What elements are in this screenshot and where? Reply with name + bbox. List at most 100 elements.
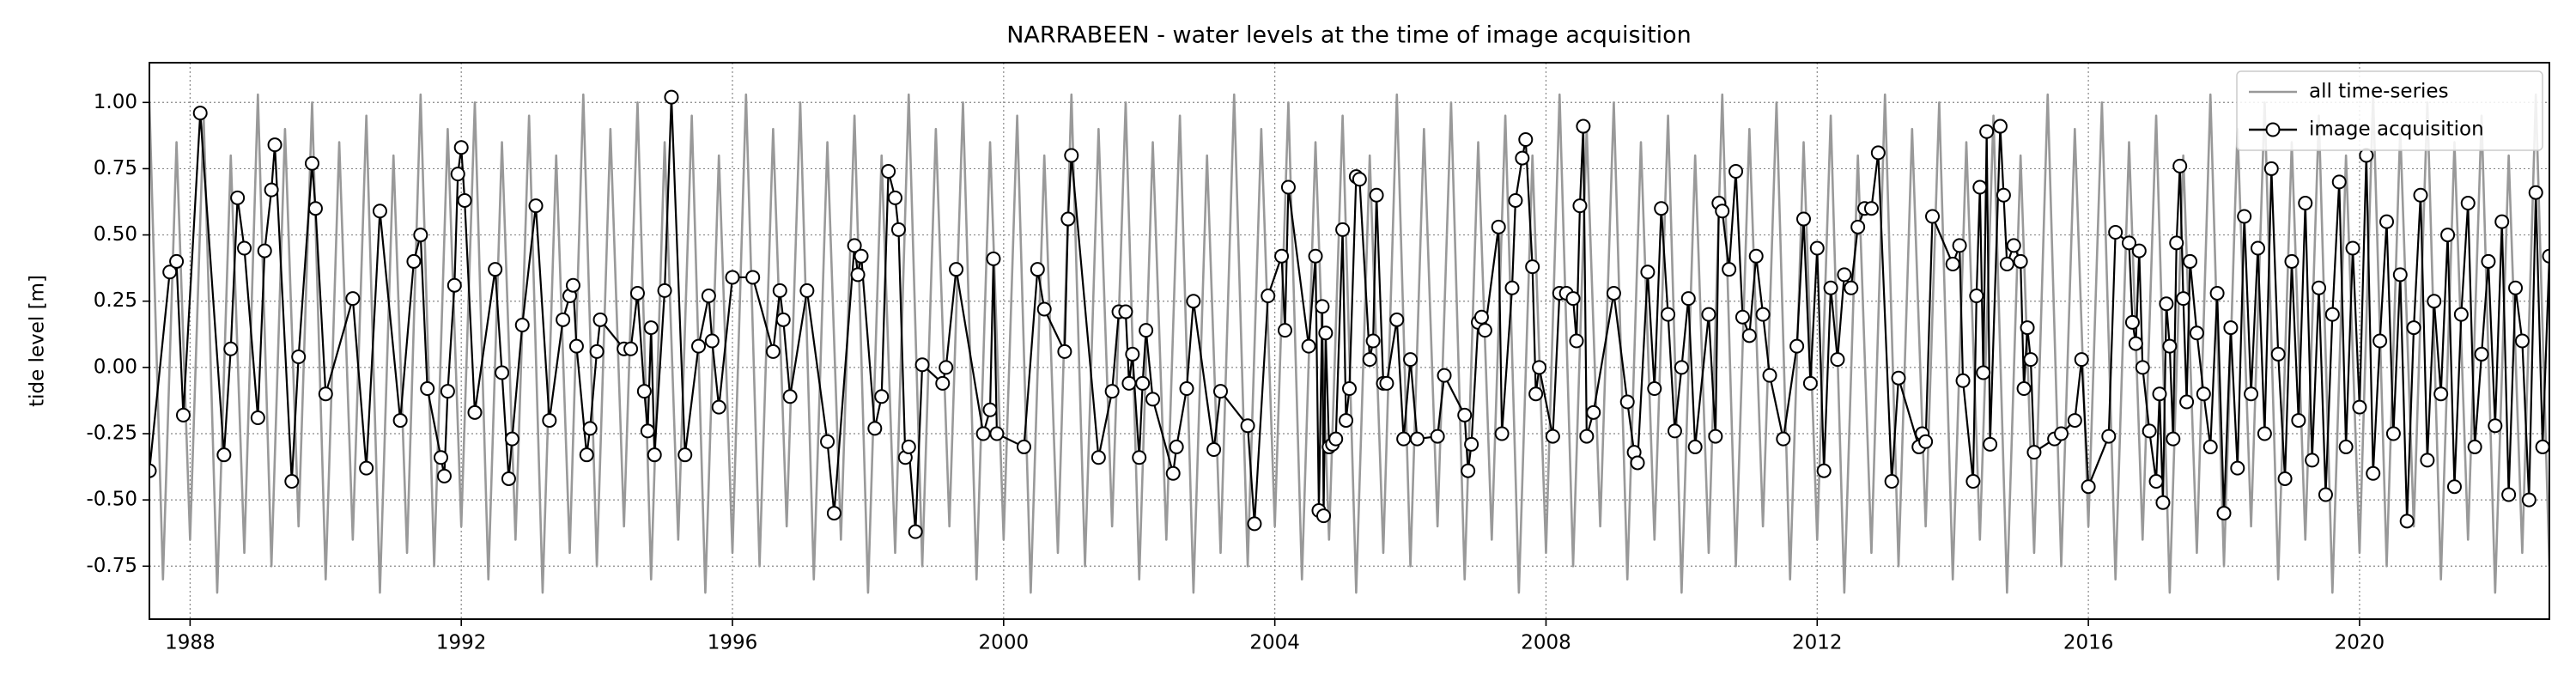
data-point	[1118, 304, 1133, 319]
data-point	[820, 434, 835, 449]
data-point	[1715, 204, 1730, 219]
data-point	[1630, 455, 1645, 471]
x-tick-label: 1988	[165, 632, 216, 654]
data-point	[677, 447, 693, 463]
data-point	[1315, 299, 1330, 314]
data-point	[975, 426, 991, 441]
x-tick-label: 2004	[1249, 632, 1300, 654]
data-point	[2128, 336, 2143, 351]
data-point	[568, 338, 584, 354]
data-point	[1091, 450, 1106, 465]
data-point	[1762, 368, 1777, 383]
data-point	[1979, 124, 1995, 139]
data-point	[1795, 211, 1811, 227]
data-point	[2298, 196, 2313, 211]
data-point	[1457, 407, 1473, 423]
data-point	[237, 240, 252, 256]
data-point	[1925, 209, 1941, 224]
data-point	[1308, 248, 1323, 264]
data-point	[392, 413, 408, 429]
data-point	[1525, 259, 1540, 275]
legend-marker	[2265, 122, 2281, 137]
data-point	[2427, 294, 2442, 309]
data-point	[2366, 465, 2381, 481]
data-point	[1017, 439, 1032, 454]
data-point	[2263, 161, 2279, 176]
data-point	[623, 341, 639, 356]
data-point	[850, 267, 866, 283]
data-point	[2183, 253, 2198, 269]
data-point	[1362, 352, 1377, 368]
data-point	[192, 106, 208, 121]
data-point	[1437, 368, 1452, 383]
data-point	[2257, 426, 2272, 441]
data-point	[1576, 119, 1591, 134]
data-point	[745, 270, 761, 285]
data-point	[1996, 187, 2011, 203]
x-tick-label: 1992	[436, 632, 487, 654]
data-point	[2270, 346, 2286, 362]
data-point	[2385, 426, 2401, 441]
data-point	[1999, 257, 2014, 272]
data-point	[1057, 344, 1072, 359]
data-point	[908, 524, 923, 539]
data-point	[1983, 436, 1998, 452]
data-point	[1365, 333, 1381, 349]
data-point	[765, 344, 781, 359]
data-point	[1277, 323, 1292, 338]
x-tick-label: 1996	[708, 632, 758, 654]
data-point	[636, 384, 652, 399]
data-point	[2433, 386, 2449, 402]
data-point	[1240, 418, 1255, 434]
data-point	[589, 344, 605, 359]
data-point	[514, 317, 530, 332]
data-point	[372, 204, 387, 219]
data-point	[2196, 386, 2211, 402]
data-point	[1352, 172, 1367, 187]
x-tick-label: 2012	[1792, 632, 1843, 654]
data-point	[504, 431, 519, 447]
data-point	[1206, 442, 1222, 458]
data-point	[854, 248, 869, 264]
data-point	[1528, 386, 1544, 402]
data-point	[901, 439, 916, 454]
data-point	[2440, 228, 2456, 243]
data-point	[847, 238, 862, 253]
data-point	[1335, 222, 1351, 237]
data-point	[1579, 429, 1595, 444]
data-point	[318, 386, 333, 402]
series-line	[149, 93, 2549, 594]
data-point	[1565, 291, 1581, 307]
data-point	[284, 474, 300, 489]
chart-title: NARRABEEN - water levels at the time of …	[1006, 22, 1692, 49]
data-point	[2542, 248, 2549, 264]
data-point	[1132, 450, 1147, 465]
data-point	[2318, 487, 2333, 502]
y-tick-label: 0.25	[94, 289, 137, 312]
data-point	[2501, 487, 2517, 502]
data-point	[1030, 262, 1045, 277]
data-point	[1722, 262, 1737, 277]
data-point	[2176, 291, 2191, 307]
data-point	[1572, 198, 1588, 214]
data-point	[1789, 338, 1805, 354]
data-point	[450, 167, 465, 182]
data-point	[216, 447, 232, 463]
data-point	[2352, 399, 2367, 415]
legend: all time-series image acquisition	[2236, 70, 2543, 151]
data-point	[640, 423, 655, 439]
data-point	[1955, 373, 1971, 388]
data-point	[939, 360, 954, 375]
data-point	[359, 460, 374, 476]
data-point	[2101, 429, 2117, 444]
data-point	[1891, 370, 1906, 386]
y-tick-label: 0.50	[94, 223, 137, 246]
x-tick-label: 2008	[1521, 632, 1571, 654]
data-point	[556, 312, 571, 327]
data-point	[2508, 280, 2524, 295]
data-point	[257, 243, 272, 258]
data-point	[2135, 360, 2150, 375]
data-point	[2331, 174, 2347, 190]
data-point	[1674, 360, 1689, 375]
data-point	[1619, 394, 1635, 410]
